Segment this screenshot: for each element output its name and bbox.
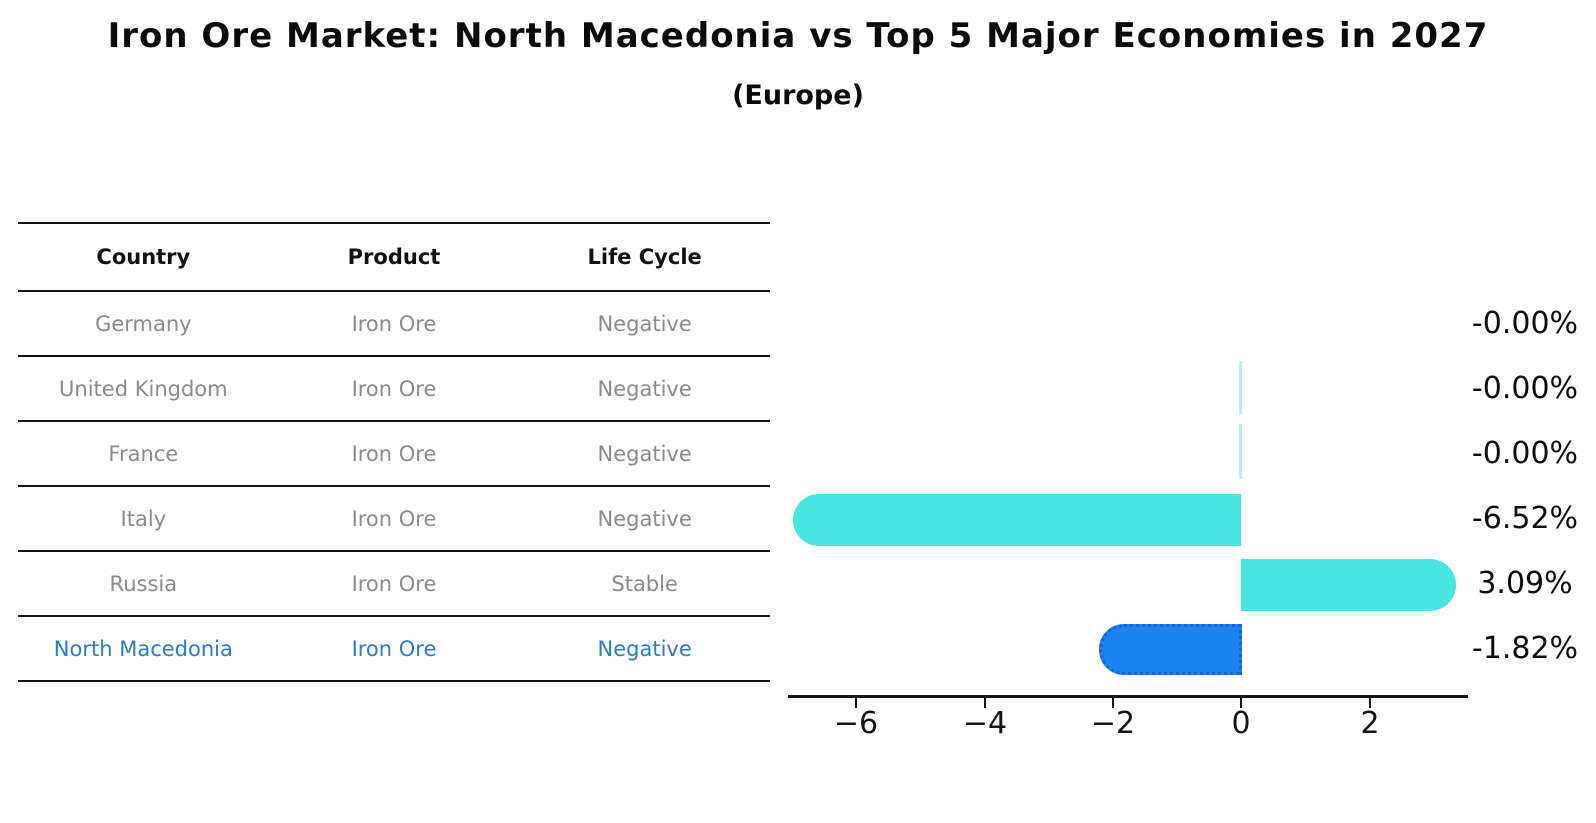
value-label-france: -0.00% <box>1471 436 1579 471</box>
lifecycle-cell: Negative <box>597 506 692 531</box>
table-row-russia: Russia Iron Ore Stable <box>18 552 770 617</box>
table-row-north-macedonia: North Macedonia Iron Ore Negative <box>18 617 770 682</box>
bar-russia <box>1241 559 1456 611</box>
lifecycle-cell: Stable <box>611 571 678 596</box>
x-axis-tick <box>1369 698 1371 708</box>
column-header-lifecycle: Life Cycle <box>587 245 702 269</box>
comparison-table: Country Product Life Cycle Germany Iron … <box>18 222 770 682</box>
value-label-north-macedonia: -1.82% <box>1471 631 1579 666</box>
x-axis-tick-label: 2 <box>1360 706 1380 741</box>
page-title: Iron Ore Market: North Macedonia vs Top … <box>107 16 1489 56</box>
country-cell: Germany <box>95 311 192 336</box>
value-label-italy: -6.52% <box>1471 501 1579 536</box>
country-cell: France <box>108 441 179 466</box>
x-axis-tick-label: −2 <box>1090 706 1136 741</box>
country-cell: North Macedonia <box>53 636 233 661</box>
product-cell: Iron Ore <box>351 376 437 401</box>
x-axis-tick <box>984 698 986 708</box>
product-cell: Iron Ore <box>351 571 437 596</box>
x-axis-tick <box>1112 698 1114 708</box>
x-axis-tick <box>1240 698 1242 708</box>
lifecycle-cell: Negative <box>597 441 692 466</box>
column-header-product: Product <box>347 245 441 269</box>
country-cell: Italy <box>120 506 167 531</box>
value-label-united-kingdom: -0.00% <box>1471 371 1579 406</box>
table-row-germany: Germany Iron Ore Negative <box>18 292 770 357</box>
product-cell: Iron Ore <box>351 311 437 336</box>
value-label-russia: 3.09% <box>1477 566 1573 601</box>
bar-italy <box>793 494 1241 546</box>
product-cell: Iron Ore <box>351 636 437 661</box>
x-axis-line <box>788 695 1468 698</box>
value-label-germany: -0.00% <box>1471 306 1579 341</box>
table-header-row: Country Product Life Cycle <box>18 224 770 292</box>
bar-united-kingdom <box>1239 361 1242 414</box>
x-axis-tick <box>855 698 857 708</box>
lifecycle-cell: Negative <box>597 636 692 661</box>
lifecycle-cell: Negative <box>597 376 692 401</box>
x-axis-tick-label: −6 <box>833 706 879 741</box>
bar-france <box>1239 424 1242 479</box>
x-axis-tick-label: −4 <box>962 706 1008 741</box>
country-cell: Russia <box>109 571 178 596</box>
table-row-france: France Iron Ore Negative <box>18 422 770 487</box>
bar-north-macedonia <box>1099 624 1242 675</box>
table-row-united-kingdom: United Kingdom Iron Ore Negative <box>18 357 770 422</box>
table-row-italy: Italy Iron Ore Negative <box>18 487 770 552</box>
lifecycle-cell: Negative <box>597 311 692 336</box>
product-cell: Iron Ore <box>351 441 437 466</box>
x-axis-tick-label: 0 <box>1231 706 1251 741</box>
column-header-country: Country <box>96 245 191 269</box>
page-subtitle: (Europe) <box>732 80 864 111</box>
product-cell: Iron Ore <box>351 506 437 531</box>
country-cell: United Kingdom <box>59 376 228 401</box>
